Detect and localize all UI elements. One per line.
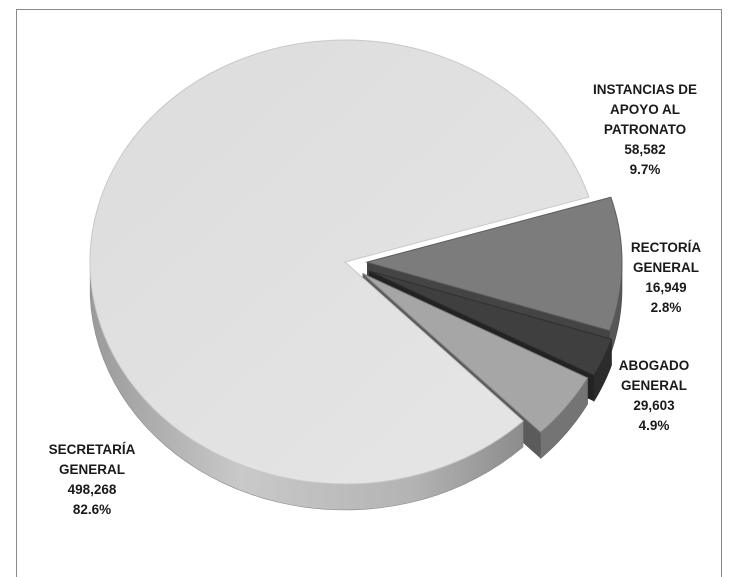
pie-slice (89, 39, 590, 485)
pie-slice (368, 270, 613, 376)
pie-slice (365, 196, 623, 332)
pie-slice (362, 273, 589, 434)
slice-label: ABOGADO GENERAL 29,603 4.9% (619, 358, 690, 433)
slice-label: SECRETARÍA GENERAL 498,268 82.6% (49, 442, 136, 517)
slice-label: RECTORÍA GENERAL 16,949 2.8% (631, 240, 702, 315)
slice-label: INSTANCIAS DE APOYO AL PATRONATO 58,582 9.7% (593, 82, 697, 177)
